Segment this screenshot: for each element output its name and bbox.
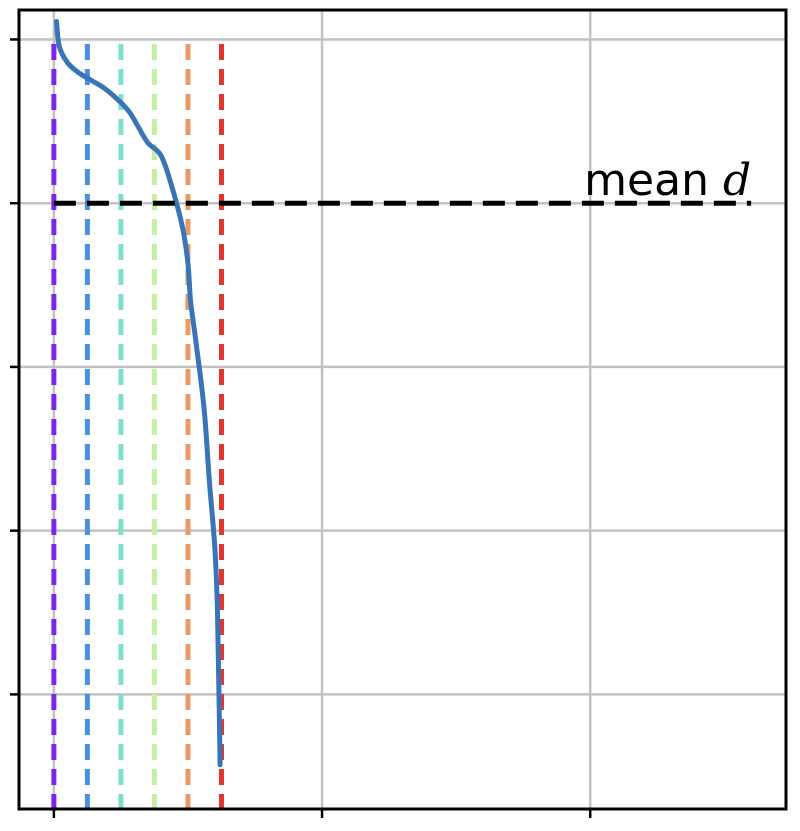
series-layer — [54, 19, 223, 768]
plot-frame — [17, 8, 788, 811]
vertical-reference-lines — [51, 44, 224, 809]
mean-d-annotation: mean d — [584, 155, 751, 206]
grid — [19, 10, 786, 809]
annotation-math-symbol: d — [723, 155, 751, 206]
tick-marks — [10, 38, 592, 818]
series-line-0 — [54, 19, 223, 768]
annotation-word: mean — [584, 155, 723, 206]
plot-border — [17, 8, 788, 811]
